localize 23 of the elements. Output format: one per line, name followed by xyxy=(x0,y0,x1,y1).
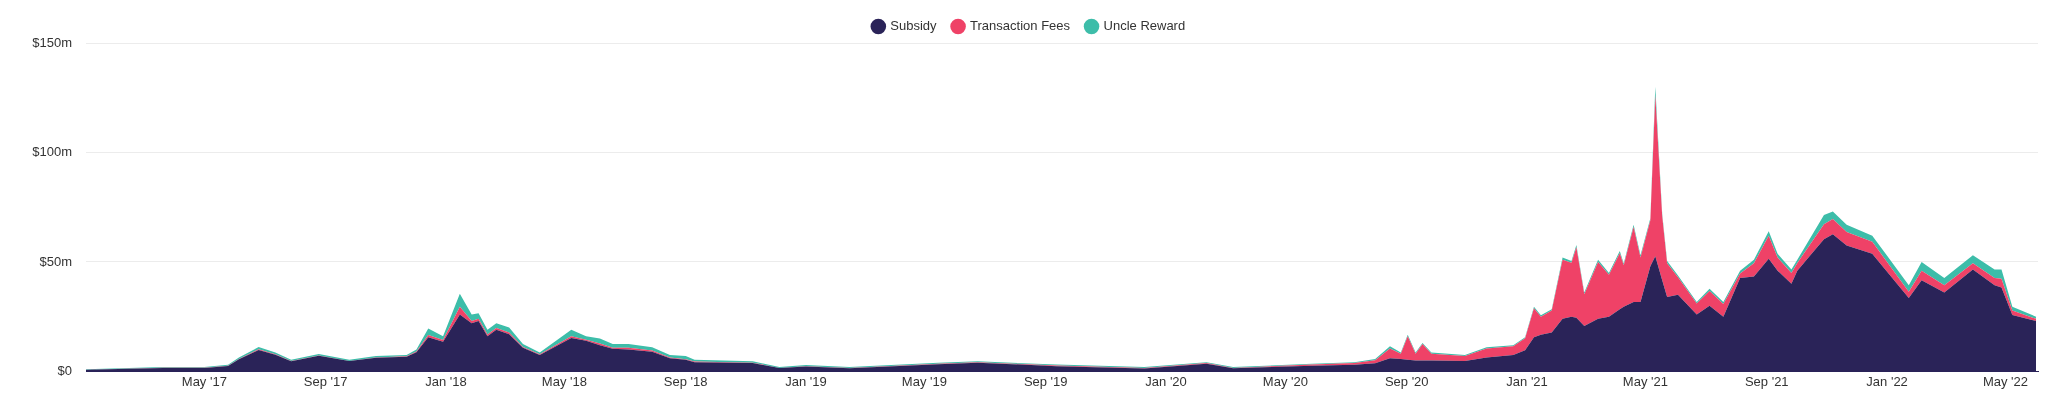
x-tick-label: May '18 xyxy=(541,373,587,389)
y-tick-label: $100m xyxy=(32,144,72,160)
y-tick-label: $150m xyxy=(32,34,72,50)
x-tick-label: May '22 xyxy=(1982,373,2029,389)
y-tick-label: $0 xyxy=(57,362,72,378)
x-tick-label: May '20 xyxy=(1262,373,1308,389)
x-tick-label: Sep '18 xyxy=(663,373,708,389)
legend-label: Subsidy xyxy=(890,18,938,34)
x-tick-label: May '17 xyxy=(181,373,227,389)
x-tick-label: Jan '21 xyxy=(1506,373,1548,389)
x-tick-label: Jan '22 xyxy=(1866,373,1908,389)
x-tick-label: Sep '21 xyxy=(1744,373,1789,389)
x-tick-label: May '19 xyxy=(901,373,947,389)
legend-label: Uncle Reward xyxy=(1103,18,1186,34)
x-tick-label: Jan '19 xyxy=(785,373,827,389)
legend-label: Transaction Fees xyxy=(970,18,1071,34)
x-tick-label: May '21 xyxy=(1622,373,1668,389)
x-tick-label: Sep '19 xyxy=(1023,373,1068,389)
x-tick-label: Sep '17 xyxy=(303,373,348,389)
y-tick-label: $50m xyxy=(39,253,72,269)
x-tick-label: Jan '20 xyxy=(1145,373,1187,389)
x-tick-label: Jan '18 xyxy=(425,373,467,389)
x-tick-label: Sep '20 xyxy=(1384,373,1429,389)
